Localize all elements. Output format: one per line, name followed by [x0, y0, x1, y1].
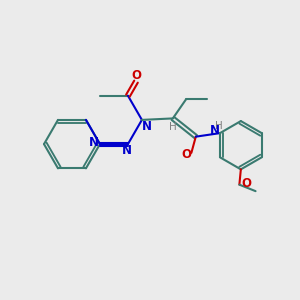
Text: N: N — [88, 136, 98, 149]
Text: N: N — [142, 120, 152, 133]
Text: O: O — [241, 177, 251, 190]
Text: H: H — [214, 121, 222, 131]
Text: O: O — [181, 148, 191, 161]
Text: N: N — [122, 144, 131, 157]
Text: O: O — [131, 69, 141, 82]
Text: H: H — [169, 122, 177, 132]
Text: N: N — [210, 124, 220, 137]
